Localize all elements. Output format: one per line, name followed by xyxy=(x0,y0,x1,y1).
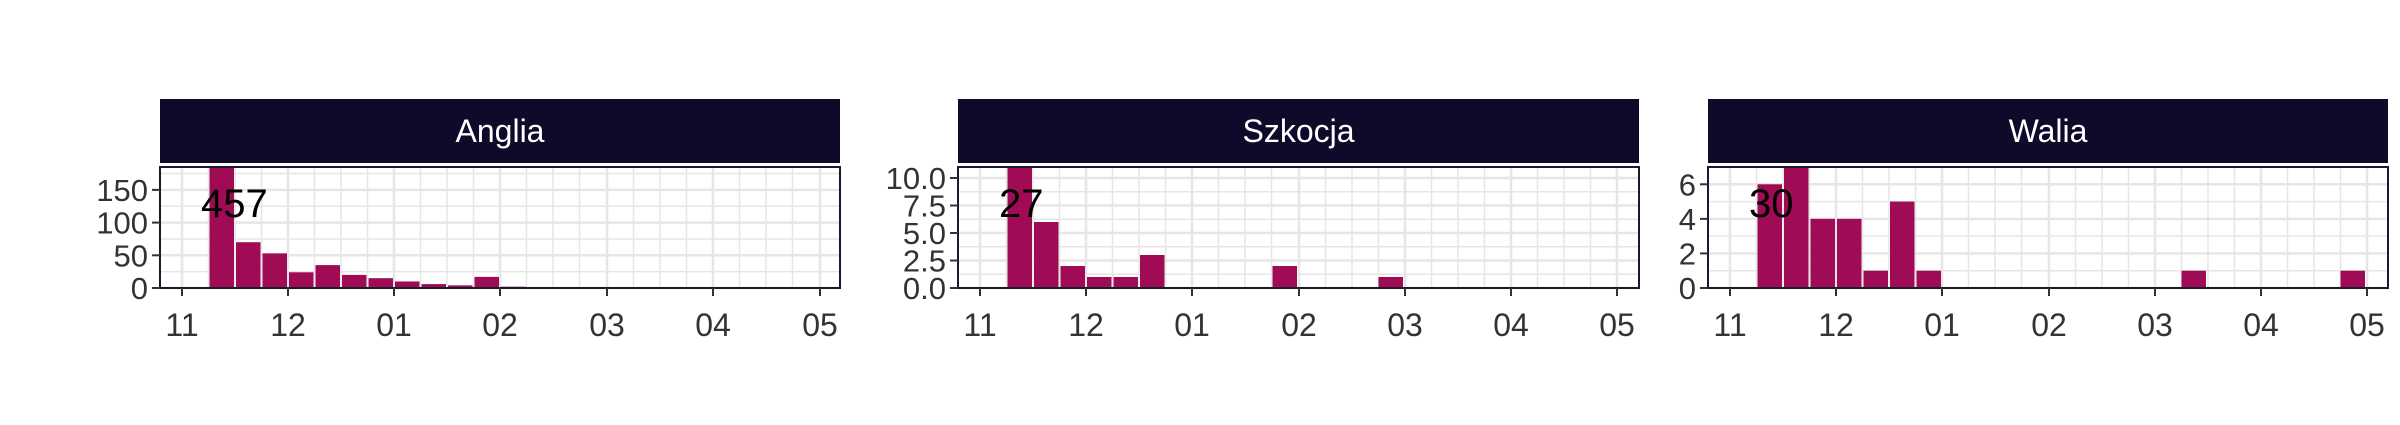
x-tick-label: 01 xyxy=(1174,307,1210,343)
bar xyxy=(1916,270,1941,288)
bar xyxy=(368,278,393,288)
bar xyxy=(395,281,420,288)
y-tick-label: 100 xyxy=(96,206,148,241)
y-tick-label: 2.5 xyxy=(903,244,946,279)
bar xyxy=(2340,270,2365,288)
x-tick-label: 01 xyxy=(1924,307,1960,343)
x-tick-label: 03 xyxy=(589,307,625,343)
x-tick-label: 04 xyxy=(695,307,731,343)
facet-strip-label: Szkocja xyxy=(1242,113,1354,149)
y-tick-label: 0 xyxy=(131,271,148,306)
bar xyxy=(2181,270,2206,288)
x-tick-label: 05 xyxy=(802,307,838,343)
y-tick-label: 0.0 xyxy=(903,271,946,306)
bar xyxy=(1034,222,1059,288)
y-tick-label: 4 xyxy=(1679,202,1696,237)
x-tick-label: 11 xyxy=(963,307,996,343)
bar xyxy=(1140,255,1165,288)
facet-total-label: 457 xyxy=(201,182,268,226)
x-tick-label: 04 xyxy=(1493,307,1529,343)
x-tick-label: 02 xyxy=(482,307,518,343)
facet-strip-label: Anglia xyxy=(456,113,545,149)
y-tick-label: 6 xyxy=(1679,167,1696,202)
bar xyxy=(421,284,446,288)
y-tick-label: 0 xyxy=(1679,271,1696,306)
bar xyxy=(1757,184,1782,288)
facet-total-label: 27 xyxy=(999,182,1044,226)
x-tick-label: 12 xyxy=(1818,307,1854,343)
bar xyxy=(315,265,340,288)
x-tick-label: 12 xyxy=(1068,307,1104,343)
facet-szkocja: Szkocja 27 0.02.55.07.510.0 11 12 01 02 03 04 05 xyxy=(886,99,1640,343)
y-tick-label: 50 xyxy=(114,238,148,273)
bar xyxy=(1890,201,1915,288)
x-tick-label: 04 xyxy=(2243,307,2279,343)
bar xyxy=(262,253,287,288)
bar xyxy=(209,167,234,288)
facet-strip-label: Walia xyxy=(2009,113,2088,149)
bar xyxy=(1863,270,1888,288)
y-tick-label: 5.0 xyxy=(903,216,946,251)
facet-strip xyxy=(160,99,840,163)
bar xyxy=(289,272,314,288)
x-tick-label: 03 xyxy=(1387,307,1423,343)
x-tick-label: 02 xyxy=(1281,307,1317,343)
bar xyxy=(1272,266,1297,288)
x-tick-label: 01 xyxy=(376,307,412,343)
x-tick-label: 12 xyxy=(270,307,306,343)
bar xyxy=(1810,218,1835,288)
bar xyxy=(474,276,499,288)
bar xyxy=(1837,218,1862,288)
bar xyxy=(448,285,473,288)
bar xyxy=(342,274,367,288)
facet-total-label: 30 xyxy=(1749,182,1794,226)
bar xyxy=(236,242,261,288)
bar xyxy=(1113,277,1138,288)
bar xyxy=(1060,266,1085,288)
x-tick-label: 05 xyxy=(2349,307,2385,343)
bar xyxy=(1784,167,1809,288)
x-tick-label: 03 xyxy=(2137,307,2173,343)
facet-strip xyxy=(1708,99,2388,163)
y-tick-label: 2 xyxy=(1679,236,1696,271)
facet-strip xyxy=(958,99,1639,163)
x-tick-label: 11 xyxy=(1713,307,1746,343)
x-tick-label: 11 xyxy=(165,307,198,343)
y-tick-label: 7.5 xyxy=(903,189,946,224)
y-tick-label: 150 xyxy=(96,173,148,208)
x-tick-label: 05 xyxy=(1599,307,1635,343)
bar xyxy=(1007,167,1032,288)
bar xyxy=(1378,277,1403,288)
y-tick-label: 10.0 xyxy=(886,161,946,196)
x-tick-label: 02 xyxy=(2031,307,2067,343)
bar xyxy=(1087,277,1112,288)
